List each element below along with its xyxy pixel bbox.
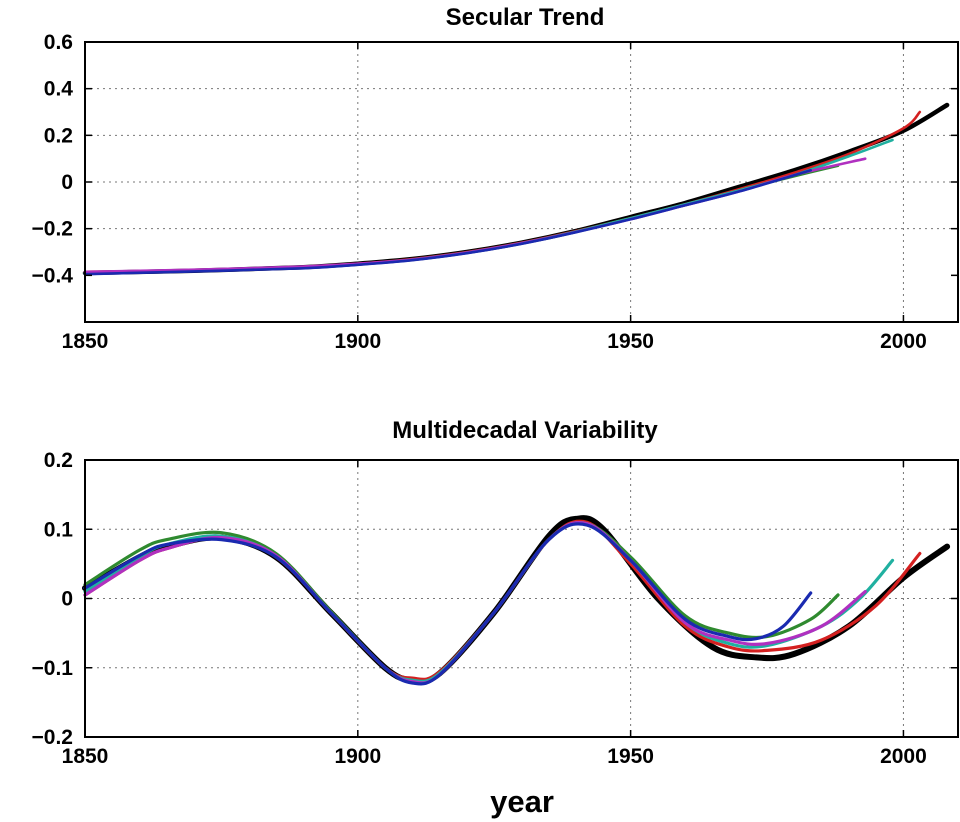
secular-trend-panel: Secular Trend 1850 1900 1950 2000 −0.4 −0.2 0 0… (32, 4, 959, 353)
x-axis-label: year (490, 784, 554, 819)
y-tick-label: −0.2 (32, 726, 73, 749)
y-tick-label: −0.2 (32, 218, 73, 241)
y-tick-label: 0 (61, 171, 73, 194)
x-tick-label: 2000 (880, 330, 927, 353)
tick-labels: 1850 1900 1950 2000 −0.4 −0.2 0 0.2 0.4 0.6 (32, 31, 927, 353)
multidecadal-variability-panel: Multidecadal Variability 1850 1900 1950 200… (32, 417, 959, 768)
y-tick-label: 0.1 (44, 518, 74, 541)
y-tick-label: 0.4 (44, 78, 74, 101)
x-tick-label: 1850 (62, 330, 109, 353)
grid-lines (85, 42, 958, 322)
x-tick-label: 1900 (334, 330, 381, 353)
series-line-5 (83, 157, 867, 274)
y-tick-label: 0 (61, 588, 73, 611)
plot-frame (84, 41, 959, 323)
tick-marks (84, 459, 958, 738)
tick-marks (84, 41, 958, 322)
series-line-1 (82, 102, 950, 276)
y-tick-label: 0.2 (44, 124, 73, 147)
y-tick-label: −0.4 (32, 264, 74, 287)
x-tick-label: 1950 (607, 745, 654, 768)
y-tick-label: 0.6 (44, 31, 73, 54)
series-line-6 (83, 522, 813, 686)
panel-title: Secular Trend (446, 4, 605, 31)
x-tick-label: 1950 (607, 330, 654, 353)
tick-labels: 1850 1900 1950 2000 −0.2 −0.1 0 0.1 0.2 (32, 449, 927, 768)
series-group (82, 515, 951, 686)
plot-frame (84, 459, 959, 738)
series-line-3 (83, 164, 840, 275)
y-tick-label: −0.1 (32, 657, 74, 680)
x-tick-label: 2000 (880, 745, 927, 768)
x-tick-label: 1900 (334, 745, 381, 768)
panel-title: Multidecadal Variability (392, 417, 658, 444)
series-line-4 (83, 138, 894, 275)
y-tick-label: 0.2 (44, 449, 73, 472)
x-tick-label: 1850 (62, 745, 109, 768)
series-group (82, 102, 950, 276)
series-line-6 (83, 169, 812, 276)
series-line-3 (83, 521, 840, 685)
grid-lines (85, 460, 958, 737)
series-line-1 (82, 515, 951, 685)
